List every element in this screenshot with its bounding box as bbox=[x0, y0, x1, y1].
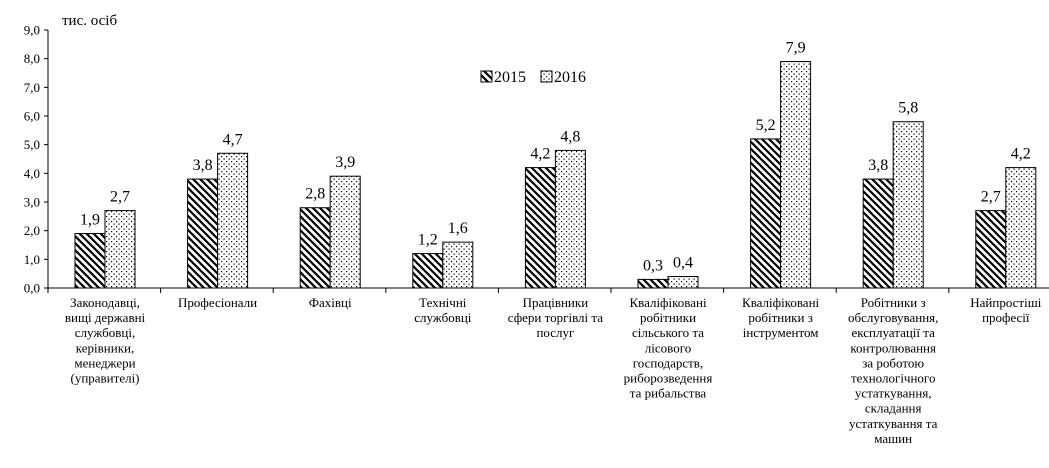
bar-2015 bbox=[975, 210, 1007, 289]
category-label: Найпростіші професії bbox=[970, 295, 1041, 325]
category-label: Робітники з обслуговування, експлуатації т… bbox=[848, 295, 938, 446]
bar-2016 bbox=[217, 152, 249, 289]
y-tick-label: 2,0 bbox=[24, 223, 40, 238]
y-tick-label: 7,0 bbox=[24, 80, 40, 95]
bar-2015 bbox=[187, 178, 219, 289]
data-label: 3,8 bbox=[868, 157, 888, 174]
category-label: Кваліфіковані робітники з інструментом bbox=[742, 295, 820, 340]
data-label: 3,8 bbox=[193, 157, 213, 174]
y-tick-label: 0,0 bbox=[24, 281, 40, 296]
bar-2015 bbox=[299, 207, 331, 289]
data-label: 4,2 bbox=[530, 146, 550, 163]
bar-2016 bbox=[667, 276, 699, 289]
legend-swatch-2016 bbox=[540, 70, 553, 83]
bar-2015 bbox=[862, 178, 894, 289]
bar-2016 bbox=[1005, 167, 1037, 289]
data-label: 1,2 bbox=[418, 232, 438, 249]
legend-label: 2016 bbox=[554, 69, 586, 86]
data-label: 4,8 bbox=[560, 128, 580, 145]
y-tick-label: 5,0 bbox=[24, 137, 40, 152]
data-label: 3,9 bbox=[335, 154, 355, 171]
data-label: 0,3 bbox=[643, 257, 663, 274]
data-label: 4,2 bbox=[1011, 146, 1031, 163]
data-label: 4,7 bbox=[223, 131, 243, 148]
bar-2016 bbox=[104, 210, 136, 289]
bar-2016 bbox=[780, 61, 812, 289]
category-label: Технічні службовці bbox=[414, 295, 472, 325]
legend-label: 2015 bbox=[494, 69, 526, 86]
y-tick-label: 8,0 bbox=[24, 51, 40, 66]
bar-2016 bbox=[442, 241, 474, 289]
unit-label: тис. осіб bbox=[62, 13, 117, 29]
data-label: 2,8 bbox=[305, 186, 325, 203]
labels: 1,9 2,7 Законодавці, вищі державні службовці… bbox=[65, 40, 1042, 446]
bar-2015 bbox=[524, 167, 556, 289]
y-tick-label: 3,0 bbox=[24, 195, 40, 210]
data-label: 7,9 bbox=[786, 40, 806, 57]
data-label: 1,6 bbox=[448, 220, 468, 237]
y-tick-label: 1,0 bbox=[24, 252, 40, 267]
bar-2015 bbox=[637, 278, 669, 289]
category-label: Законодавці, вищі державні службовці, керів… bbox=[65, 295, 146, 386]
bar-2016 bbox=[554, 149, 586, 289]
legend: 2015 2016 bbox=[480, 69, 586, 86]
y-tick-label: 6,0 bbox=[24, 109, 40, 124]
data-label: 5,8 bbox=[898, 100, 918, 117]
bar-2016 bbox=[329, 175, 361, 289]
data-label: 5,2 bbox=[756, 117, 776, 134]
bar-2015 bbox=[412, 253, 444, 289]
legend-swatch-2015 bbox=[480, 70, 493, 83]
category-label: Професіонали bbox=[178, 295, 257, 310]
category-label: Працівники сфери торгівлі та послуг bbox=[508, 295, 603, 340]
bar-2015 bbox=[74, 233, 106, 289]
bar-2016 bbox=[892, 121, 924, 289]
category-label: Кваліфіковані робітники сільського та лісов… bbox=[624, 295, 713, 401]
data-label: 0,4 bbox=[673, 255, 693, 272]
data-label: 1,9 bbox=[80, 212, 100, 229]
y-tick-label: 4,0 bbox=[24, 166, 40, 181]
y-tick-label: 9,0 bbox=[24, 23, 40, 38]
bar-2015 bbox=[750, 138, 782, 289]
bars bbox=[74, 61, 1037, 289]
category-label: Фахівці bbox=[309, 295, 352, 310]
data-label: 2,7 bbox=[110, 189, 130, 206]
data-label: 2,7 bbox=[981, 189, 1001, 206]
